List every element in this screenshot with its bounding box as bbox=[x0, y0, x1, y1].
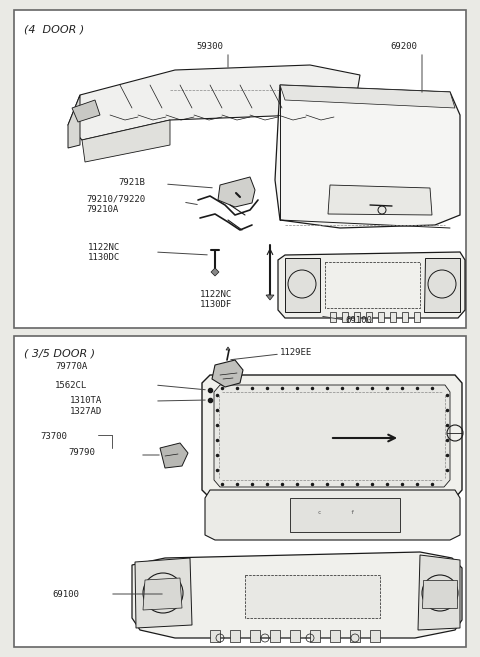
Polygon shape bbox=[422, 580, 457, 608]
Text: 79770A: 79770A bbox=[55, 362, 87, 371]
Bar bbox=[290, 630, 300, 642]
Polygon shape bbox=[135, 558, 192, 628]
Text: 1129EE: 1129EE bbox=[280, 348, 312, 357]
Bar bbox=[342, 312, 348, 322]
Text: 1122NC: 1122NC bbox=[200, 290, 232, 299]
Polygon shape bbox=[328, 185, 432, 215]
Bar bbox=[245, 575, 380, 618]
Polygon shape bbox=[278, 252, 465, 318]
Polygon shape bbox=[82, 120, 170, 162]
Text: 1122NC: 1122NC bbox=[88, 243, 120, 252]
Bar bbox=[290, 498, 400, 532]
Bar bbox=[14, 336, 466, 647]
Text: f: f bbox=[350, 510, 353, 515]
Polygon shape bbox=[68, 65, 360, 140]
Bar bbox=[230, 630, 240, 642]
Polygon shape bbox=[280, 85, 455, 108]
Text: 73700: 73700 bbox=[40, 432, 67, 441]
Polygon shape bbox=[266, 295, 274, 300]
Text: 69200: 69200 bbox=[390, 42, 417, 51]
Bar bbox=[330, 312, 336, 322]
Polygon shape bbox=[214, 385, 450, 487]
Text: 7921B: 7921B bbox=[118, 178, 145, 187]
Text: 1562CL: 1562CL bbox=[55, 381, 87, 390]
Text: c: c bbox=[318, 510, 321, 515]
Bar bbox=[378, 312, 384, 322]
Bar bbox=[310, 630, 320, 642]
Text: ( 3/5 DOOR ): ( 3/5 DOOR ) bbox=[24, 348, 95, 358]
Text: 1130DC: 1130DC bbox=[88, 253, 120, 262]
Bar bbox=[250, 630, 260, 642]
Polygon shape bbox=[218, 177, 255, 207]
Polygon shape bbox=[205, 490, 460, 540]
Bar bbox=[325, 262, 420, 308]
Polygon shape bbox=[424, 258, 460, 312]
Text: 1130DF: 1130DF bbox=[200, 300, 232, 309]
Polygon shape bbox=[72, 100, 100, 122]
Bar bbox=[366, 312, 372, 322]
Text: 79210/79220: 79210/79220 bbox=[86, 195, 145, 204]
Bar bbox=[354, 312, 360, 322]
Text: 79210A: 79210A bbox=[86, 205, 118, 214]
Bar bbox=[14, 10, 466, 328]
Text: 69100: 69100 bbox=[52, 590, 79, 599]
Text: 1310TA: 1310TA bbox=[70, 396, 102, 405]
Bar bbox=[210, 630, 220, 642]
Text: 1327AD: 1327AD bbox=[70, 407, 102, 416]
Bar bbox=[370, 630, 380, 642]
Text: 69100: 69100 bbox=[345, 316, 372, 325]
Bar bbox=[330, 630, 340, 642]
Bar bbox=[402, 312, 408, 322]
Text: 59300: 59300 bbox=[196, 42, 223, 51]
Polygon shape bbox=[143, 578, 182, 610]
Polygon shape bbox=[418, 555, 460, 630]
Polygon shape bbox=[68, 95, 80, 148]
Polygon shape bbox=[202, 375, 462, 498]
Bar bbox=[390, 312, 396, 322]
Polygon shape bbox=[226, 347, 230, 350]
Bar bbox=[270, 630, 280, 642]
Bar bbox=[414, 312, 420, 322]
Polygon shape bbox=[285, 258, 320, 312]
Bar bbox=[350, 630, 360, 642]
Text: 79790: 79790 bbox=[68, 448, 95, 457]
Polygon shape bbox=[275, 85, 460, 228]
Polygon shape bbox=[211, 268, 219, 276]
Polygon shape bbox=[132, 552, 462, 638]
Polygon shape bbox=[160, 443, 188, 468]
Polygon shape bbox=[212, 360, 243, 387]
Text: (4  DOOR ): (4 DOOR ) bbox=[24, 24, 84, 34]
